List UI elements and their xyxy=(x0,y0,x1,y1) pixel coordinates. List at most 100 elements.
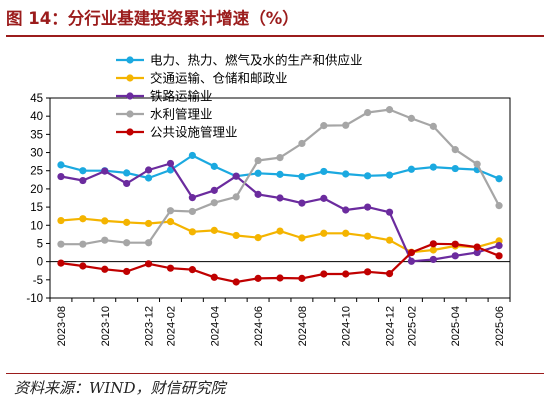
data-point xyxy=(188,228,196,236)
data-point xyxy=(101,236,109,244)
x-tick-label: 2024-06 xyxy=(253,306,265,346)
data-point xyxy=(364,172,372,180)
legend-label: 铁路运输业 xyxy=(150,89,213,104)
data-point xyxy=(79,167,87,175)
data-point xyxy=(101,265,109,273)
x-tick-label: 2025-02 xyxy=(406,306,418,346)
data-point xyxy=(276,194,284,202)
data-point xyxy=(364,203,372,211)
data-point xyxy=(57,161,65,169)
data-point xyxy=(123,218,131,226)
y-tick-label: 45 xyxy=(30,93,43,105)
series-1 xyxy=(57,151,503,183)
data-point xyxy=(210,162,218,170)
data-point xyxy=(385,236,394,244)
y-tick-label: 5 xyxy=(37,238,43,250)
y-tick-label: 25 xyxy=(30,166,43,178)
x-tick-label: 2024-12 xyxy=(385,306,397,346)
legend-swatch-marker xyxy=(126,110,134,118)
legend-label: 电力、热力、燃气及水的生产和供应业 xyxy=(150,53,363,68)
y-axis: -10 -5 0 5 10 15 20 25 30 35 40 45 xyxy=(26,93,50,305)
legend-swatch-marker xyxy=(126,74,134,82)
data-point xyxy=(342,270,350,278)
series-5 xyxy=(57,240,503,286)
data-point xyxy=(57,240,65,248)
x-tick-label: 2025-06 xyxy=(494,306,506,346)
data-point xyxy=(298,234,306,242)
data-point xyxy=(232,278,240,286)
data-point xyxy=(495,252,503,260)
data-point xyxy=(188,194,196,202)
legend-label: 交通运输、仓储和邮政业 xyxy=(150,71,288,86)
legend-swatch-marker xyxy=(126,92,134,100)
data-point xyxy=(254,274,262,282)
data-point xyxy=(495,175,503,183)
data-point xyxy=(210,186,218,194)
data-point xyxy=(276,274,284,282)
data-point xyxy=(451,164,459,173)
data-point xyxy=(166,207,175,215)
data-point xyxy=(429,246,437,254)
data-point xyxy=(276,154,284,162)
data-point xyxy=(429,122,437,130)
series-2 xyxy=(57,215,503,256)
data-point xyxy=(451,240,459,248)
legend-label: 水利管理业 xyxy=(150,107,213,122)
y-tick-label: 30 xyxy=(30,148,43,160)
data-point xyxy=(298,172,306,181)
data-point xyxy=(188,266,196,274)
data-point xyxy=(232,231,240,240)
data-point xyxy=(232,193,240,201)
plot-border xyxy=(49,97,511,299)
data-point xyxy=(342,206,350,214)
x-tick-label: 2023-12 xyxy=(144,306,156,346)
x-tick-label: 2023-08 xyxy=(56,306,68,346)
data-point xyxy=(342,170,350,178)
data-point xyxy=(385,106,394,114)
data-point xyxy=(232,172,240,180)
y-tick-label: 35 xyxy=(30,129,43,141)
data-point xyxy=(210,226,218,234)
y-tick-label: 15 xyxy=(30,202,43,214)
figure-title: 图 14：分行业基建投资累计增速（%） xyxy=(6,9,299,28)
data-point xyxy=(166,264,175,272)
y-tick-label: 40 xyxy=(30,111,43,123)
y-tick-label: -10 xyxy=(26,293,43,305)
series-4 xyxy=(57,106,503,248)
x-tick-label: 2023-10 xyxy=(100,306,112,346)
data-point xyxy=(210,273,218,281)
data-point xyxy=(123,179,131,188)
data-point xyxy=(123,239,131,247)
data-point xyxy=(407,257,416,265)
data-point xyxy=(320,270,328,278)
x-tick-label: 2024-04 xyxy=(209,306,221,346)
legend-item: 电力、热力、燃气及水的生产和供应业 xyxy=(116,53,363,68)
data-point xyxy=(495,202,503,210)
data-point xyxy=(451,252,459,260)
data-point xyxy=(188,151,196,160)
data-point xyxy=(254,169,262,177)
data-point xyxy=(166,159,175,168)
data-point xyxy=(144,174,153,182)
title-rule xyxy=(6,35,544,37)
series-3 xyxy=(57,159,503,265)
x-tick-label: 2024-10 xyxy=(341,306,353,346)
data-point xyxy=(210,199,218,207)
data-point xyxy=(451,146,459,154)
legend-item: 交通运输、仓储和邮政业 xyxy=(116,71,288,86)
data-point xyxy=(429,163,437,171)
data-point xyxy=(473,243,481,251)
data-point xyxy=(79,240,87,248)
x-tick-label: 2024-08 xyxy=(297,306,309,346)
data-point xyxy=(385,208,394,216)
data-point xyxy=(298,274,306,282)
data-point xyxy=(79,176,87,185)
data-point xyxy=(101,217,109,225)
legend-swatch-marker xyxy=(126,128,134,136)
legend-swatch-marker xyxy=(126,56,134,64)
data-point xyxy=(320,194,328,202)
data-point xyxy=(144,260,153,268)
data-point xyxy=(429,255,437,264)
data-point xyxy=(123,169,131,177)
